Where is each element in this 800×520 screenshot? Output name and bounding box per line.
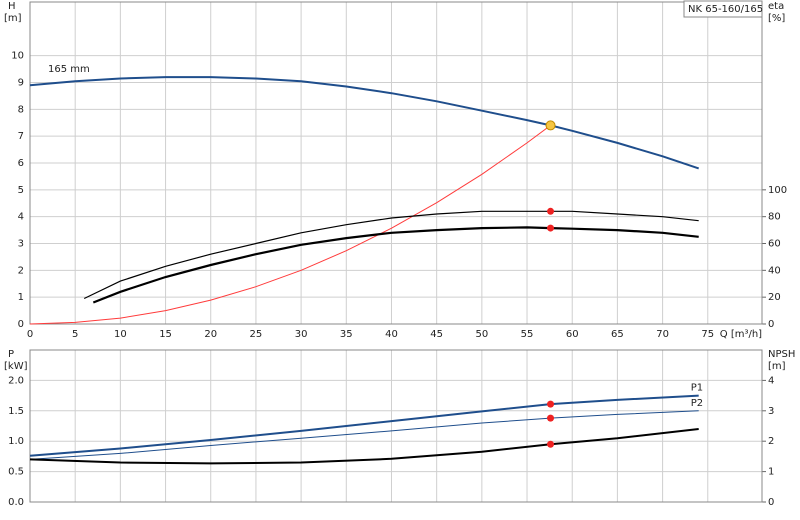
y2-tick-label: 40 xyxy=(768,265,781,276)
x-tick-label: 30 xyxy=(295,329,308,340)
x-tick-label: 75 xyxy=(701,329,714,340)
y-tick-label: 1.5 xyxy=(8,406,24,417)
y2-tick-label: 100 xyxy=(768,185,787,196)
y-tick-label: 3 xyxy=(18,239,24,250)
series-label: P2 xyxy=(691,398,703,409)
x-tick-label: 5 xyxy=(72,329,78,340)
curve xyxy=(29,76,700,170)
plot-frame xyxy=(29,1,763,325)
curve xyxy=(83,210,699,300)
x-tick-label: 40 xyxy=(385,329,398,340)
y2-tick-label: 20 xyxy=(768,292,781,303)
x-tick-label: 25 xyxy=(250,329,263,340)
y2-tick-label: 0 xyxy=(768,497,774,508)
operating-point xyxy=(547,207,555,215)
y-tick-label: 4 xyxy=(18,212,24,223)
curve xyxy=(29,428,699,465)
y-label: H xyxy=(8,1,16,12)
y-tick-label: 0.5 xyxy=(8,467,24,478)
y-tick-label: 1 xyxy=(18,292,24,303)
y-tick-label: 6 xyxy=(18,158,24,169)
curve xyxy=(29,124,551,325)
y-tick-label: 8 xyxy=(18,104,24,115)
y2-tick-label: 80 xyxy=(768,212,781,223)
operating-point xyxy=(545,120,556,131)
plot-frame xyxy=(29,349,763,503)
x-tick-label: 15 xyxy=(159,329,172,340)
chart-title: NK 65-160/165 xyxy=(688,4,763,15)
series-label: 165 mm xyxy=(48,64,90,75)
y-tick-label: 9 xyxy=(18,78,24,89)
y-label: P xyxy=(8,349,14,360)
y2-tick-label: 0 xyxy=(768,319,774,330)
x-tick-label: 10 xyxy=(114,329,127,340)
x-tick-label: 45 xyxy=(430,329,443,340)
y-tick-label: 0 xyxy=(18,319,24,330)
y-tick-label: 2 xyxy=(18,265,24,276)
operating-point xyxy=(547,414,555,422)
y2-tick-label: 2 xyxy=(768,436,774,447)
curve xyxy=(29,394,699,457)
operating-point xyxy=(547,224,555,232)
x-tick-label: 70 xyxy=(656,329,669,340)
y2-tick-label: 3 xyxy=(768,406,774,417)
x-tick-label: 0 xyxy=(27,329,33,340)
y2-label: eta xyxy=(768,1,784,12)
y-tick-label: 1.0 xyxy=(8,436,24,447)
operating-point xyxy=(547,440,555,448)
y-tick-label: 10 xyxy=(11,51,24,62)
x-label: Q [m³/h] xyxy=(720,329,762,340)
y2-label: NPSH xyxy=(768,349,795,360)
y2-unit: [%] xyxy=(768,13,785,24)
title-box xyxy=(683,0,763,18)
y-unit: [m] xyxy=(4,13,22,24)
x-tick-label: 60 xyxy=(566,329,579,340)
y2-tick-label: 4 xyxy=(768,375,774,386)
x-tick-label: 35 xyxy=(340,329,353,340)
y2-tick-label: 1 xyxy=(768,467,774,478)
y2-tick-label: 60 xyxy=(768,239,781,250)
x-tick-label: 20 xyxy=(204,329,217,340)
y-tick-label: 2.0 xyxy=(8,375,24,386)
y2-unit: [m] xyxy=(768,361,786,372)
curve xyxy=(92,226,699,304)
y-tick-label: 7 xyxy=(18,131,24,142)
operating-point xyxy=(547,400,555,408)
y-unit: [kW] xyxy=(4,361,28,372)
curve xyxy=(29,410,699,460)
x-tick-label: 50 xyxy=(475,329,488,340)
x-tick-label: 55 xyxy=(521,329,534,340)
y-tick-label: 5 xyxy=(18,185,24,196)
x-tick-label: 65 xyxy=(611,329,624,340)
y-tick-label: 0.0 xyxy=(8,497,24,508)
series-label: P1 xyxy=(691,383,703,394)
